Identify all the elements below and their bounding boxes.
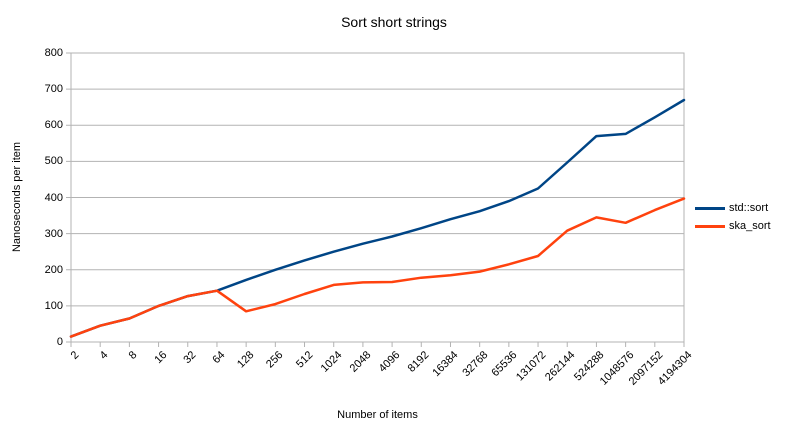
- legend-swatch-ska-sort: [695, 224, 725, 228]
- y-tick-label: 300: [44, 227, 63, 240]
- y-tick-label: 700: [44, 83, 63, 96]
- x-axis-title: Number of items: [337, 409, 418, 421]
- y-tick-label: 100: [44, 299, 63, 312]
- y-tick-label: 200: [44, 263, 63, 276]
- y-tick-label: 0: [56, 336, 63, 348]
- y-tick-label: 800: [44, 47, 63, 59]
- legend: std::sort ska_sort: [695, 199, 771, 235]
- y-tick-label: 500: [44, 155, 63, 168]
- series-line-ska-sort: [69, 197, 686, 338]
- legend-item-ska-sort: ska_sort: [695, 217, 771, 235]
- legend-item-std-sort: std::sort: [695, 199, 771, 217]
- y-tick-label: 400: [44, 191, 63, 204]
- legend-swatch-std-sort: [695, 206, 725, 210]
- y-tick-label: 600: [44, 119, 63, 132]
- chart-title: Sort short strings: [341, 14, 447, 30]
- legend-label-std-sort: std::sort: [729, 202, 769, 214]
- legend-label-ska-sort: ska_sort: [729, 220, 771, 232]
